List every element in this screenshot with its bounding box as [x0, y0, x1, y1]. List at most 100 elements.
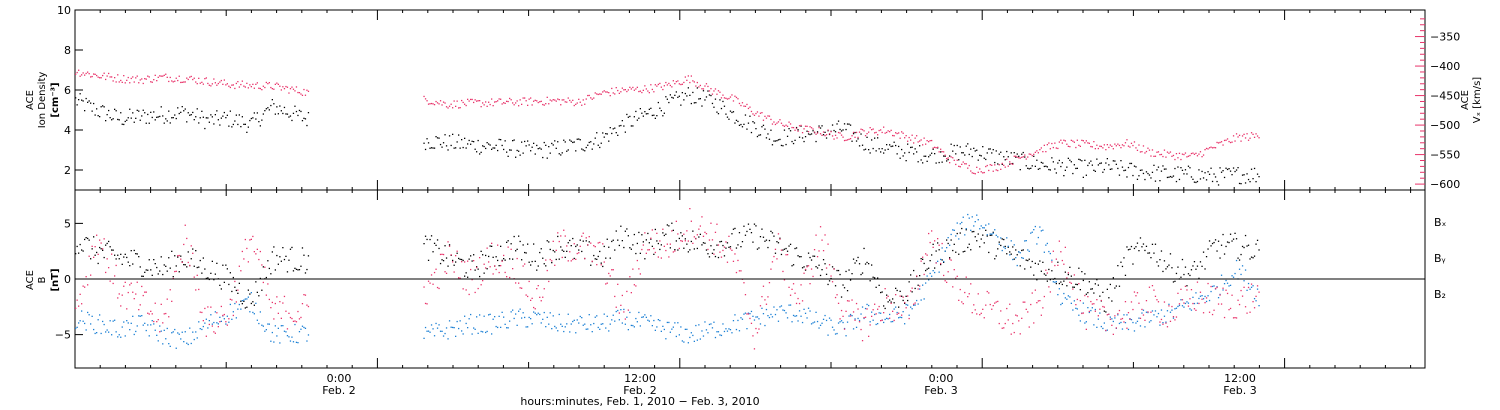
density-series-point: [1148, 174, 1151, 176]
bz-series-point: [1033, 322, 1035, 324]
bz-series-point: [91, 245, 93, 247]
by-series-point: [696, 339, 698, 341]
bx-series-point: [100, 248, 102, 250]
vx-series-point: [612, 92, 614, 94]
vx-series-point: [1034, 151, 1036, 153]
density-series-point: [883, 152, 885, 154]
vx-series-point: [138, 82, 140, 84]
by-series-point: [297, 342, 299, 344]
bz-series-point: [1010, 333, 1012, 335]
vx-series-point: [1028, 153, 1030, 155]
bz-series-point: [764, 299, 766, 301]
bx-series-point: [117, 254, 119, 256]
bz-series-point: [1147, 311, 1149, 313]
bx-series-point: [132, 263, 134, 265]
bx-series-point: [735, 247, 738, 249]
density-series-point: [1150, 177, 1152, 179]
vx-series-point: [1106, 144, 1108, 146]
bz-series-point: [500, 265, 502, 267]
vx-series-point: [737, 98, 739, 100]
density-series-point: [139, 119, 141, 121]
density-series-point: [1169, 175, 1172, 178]
density-series-point: [913, 153, 915, 155]
density-series-point: [1241, 174, 1244, 176]
vx-series-point: [483, 104, 485, 106]
by-series-point: [521, 317, 523, 319]
bx-series-point: [711, 252, 714, 254]
bx-series-point: [470, 255, 472, 257]
vx-series-point: [952, 157, 954, 159]
bx-series-point: [732, 228, 735, 230]
bz-series-point: [174, 270, 176, 273]
vx-series-point: [467, 98, 469, 100]
bx-series-point: [192, 248, 194, 250]
by-series-point: [480, 330, 482, 333]
bx-series-point: [1096, 279, 1098, 281]
vx-series-point: [273, 88, 275, 90]
by-series-point: [495, 325, 497, 328]
bz-series-point: [795, 302, 798, 305]
bz-series-point: [473, 260, 475, 262]
density-series-point: [1124, 169, 1127, 171]
by-series-point: [1000, 237, 1002, 239]
density-series-point: [1085, 174, 1087, 176]
vx-series-point: [274, 83, 276, 85]
vx-series-point: [524, 97, 526, 99]
density-series-point: [1036, 159, 1038, 161]
density-series-point: [704, 99, 706, 101]
vx-series-point: [747, 107, 750, 110]
vx-series-point: [827, 129, 829, 131]
bz-series-point: [255, 253, 257, 255]
vx-series-point: [986, 164, 988, 167]
bx-series-point: [1165, 268, 1167, 270]
bz-series-point: [552, 240, 554, 242]
vx-series-point: [861, 129, 864, 131]
density-series-point: [495, 144, 497, 146]
bx-series-point: [1183, 273, 1185, 276]
bx-series-point: [705, 249, 708, 251]
density-series-point: [518, 150, 520, 152]
vx-series-point: [714, 88, 717, 90]
bz-series-point: [1087, 296, 1089, 298]
by-series-point: [202, 325, 204, 328]
bx-series-point: [458, 257, 460, 260]
bx-series-point: [180, 255, 182, 257]
density-series-point: [825, 137, 828, 139]
bx-series-point: [818, 264, 820, 266]
vx-series-point: [770, 118, 772, 121]
density-series-point: [1015, 156, 1017, 158]
bz-series-point: [603, 261, 605, 263]
bx-series-point: [228, 283, 230, 286]
by-series-point: [795, 315, 798, 317]
by-series-point: [226, 315, 228, 317]
bx-series-point: [575, 245, 577, 248]
bz-series-point: [982, 308, 984, 310]
bz-series-point: [1177, 292, 1179, 294]
top-left-tick-label: 10: [57, 4, 71, 17]
bx-series-point: [609, 257, 611, 259]
density-series-point: [1072, 172, 1074, 175]
bz-series-point: [509, 276, 511, 279]
x-tick-label-time: 12:00: [1224, 372, 1256, 385]
by-series-point: [675, 335, 677, 338]
density-series-point: [959, 146, 961, 148]
density-series-point: [81, 99, 83, 101]
density-series-point: [566, 150, 568, 152]
vx-series-point: [576, 102, 578, 104]
density-series-point: [1106, 158, 1108, 160]
vx-series-point: [725, 97, 727, 99]
bx-series-point: [445, 257, 448, 259]
bz-series-point: [423, 286, 425, 288]
density-series-point: [1190, 176, 1193, 178]
bz-series-point: [1102, 305, 1104, 308]
density-series-point: [965, 145, 967, 147]
vx-series-point: [705, 83, 708, 85]
density-series-point: [280, 110, 282, 112]
vx-series-point: [551, 100, 553, 102]
bz-series-point: [855, 302, 858, 305]
bz-series-point: [734, 253, 736, 255]
vx-series-point: [651, 88, 653, 91]
bx-series-point: [617, 239, 619, 241]
by-series-point: [1061, 302, 1063, 304]
bx-series-point: [112, 249, 114, 251]
